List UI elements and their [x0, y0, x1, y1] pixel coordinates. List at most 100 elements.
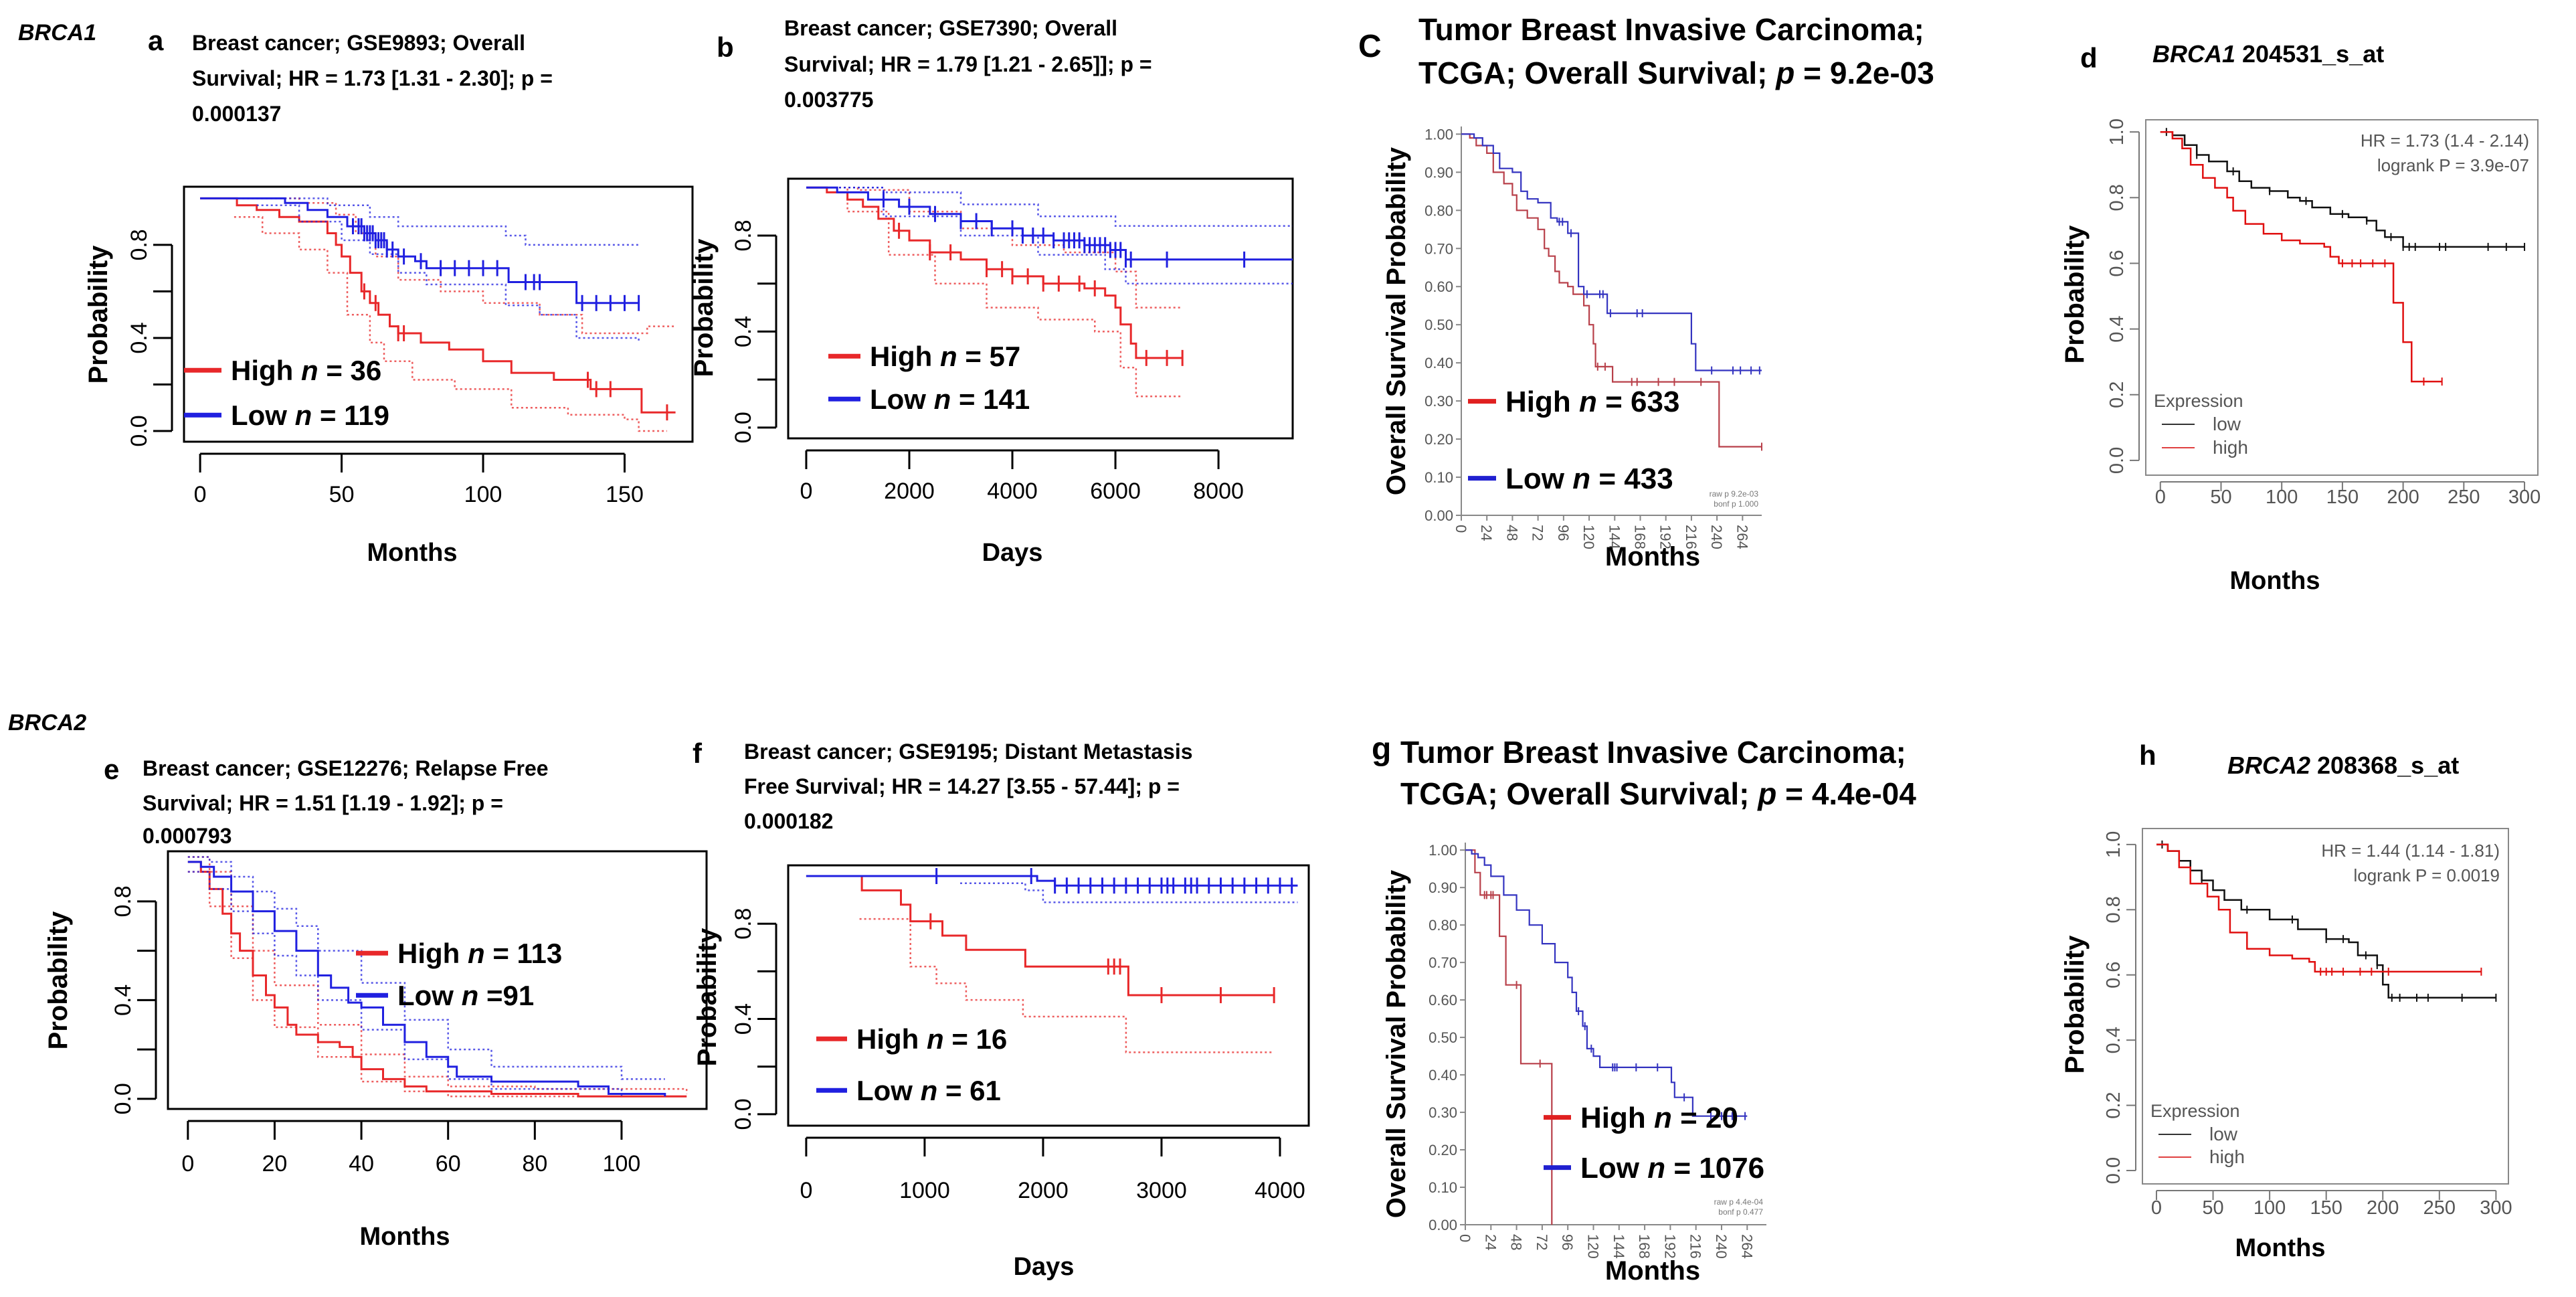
- y-tick-label: 0.20: [1429, 1142, 1457, 1158]
- title-segment: 204531_s_at: [2235, 40, 2384, 68]
- x-tick-label: 150: [606, 482, 644, 507]
- y-tick-label: 0.2: [2106, 381, 2128, 408]
- y-tick-label: 0.0: [731, 1098, 756, 1130]
- legend-label: Low n = 141: [870, 383, 1030, 415]
- legend-item-low: Low n = 141: [828, 383, 1030, 415]
- plot-frame: [787, 177, 1294, 440]
- legend-name: Low: [1580, 1152, 1640, 1185]
- title-segment: BRCA1: [2152, 40, 2235, 68]
- panel-f: f Breast cancer; GSE9195; Distant Metasta…: [693, 738, 1310, 1281]
- legend-name: Low: [870, 383, 926, 415]
- x-tick-label: 264: [1738, 1234, 1755, 1259]
- hr-annotation: HR = 1.44 (1.14 - 1.81): [2321, 841, 2500, 861]
- x-tick-label: 96: [1559, 1234, 1576, 1250]
- panel-letter: g: [1372, 731, 1391, 767]
- title-segment: Survival; HR = 1.79 [1.21 - 2.65]]; p =: [784, 52, 1152, 76]
- y-axis-label: Probability: [84, 245, 113, 383]
- legend-name: High: [1580, 1102, 1646, 1134]
- legend-item-high: High n = 16: [816, 1023, 1007, 1055]
- legend-value: = 1076: [1673, 1152, 1764, 1185]
- legend-value: = 433: [1598, 462, 1673, 495]
- legend-var: n: [1654, 1102, 1672, 1134]
- legend-label: high: [2213, 437, 2248, 458]
- x-tick-label: 168: [1631, 525, 1648, 549]
- panel-a: a Breast cancer; GSE9893; Overall Survival…: [84, 25, 694, 567]
- legend-item-low: Low n = 1076: [1544, 1152, 1764, 1185]
- panel-title-line: BRCA2 208368_s_at: [2227, 752, 2459, 779]
- panel-title-line: Breast cancer; GSE9195; Distant Metastas…: [744, 740, 1193, 764]
- legend-item-high: High n = 113: [356, 938, 562, 969]
- title-segment: Tumor Breast Invasive Carcinoma;: [1400, 735, 1906, 770]
- row-label-brca2: BRCA2: [8, 710, 86, 736]
- panel-letter: a: [148, 25, 164, 56]
- title-segment: 0.003775: [784, 88, 873, 112]
- legend-item-low: Low n = 61: [816, 1075, 1001, 1106]
- legend-label: Low n = 61: [856, 1075, 1001, 1106]
- series-low: [806, 868, 1298, 903]
- x-tick-label: 40: [349, 1151, 374, 1177]
- y-tick-label: 0.8: [2103, 896, 2124, 923]
- y-tick-label: 0.4: [731, 316, 756, 347]
- x-tick-label: 144: [1611, 1234, 1627, 1259]
- panel-e: e Breast cancer; GSE12276; Relapse Free Su…: [43, 754, 708, 1251]
- y-tick-label: 0.10: [1429, 1179, 1457, 1196]
- x-tick-label: 192: [1657, 525, 1674, 549]
- panel-letter: d: [2080, 42, 2098, 74]
- series-low: [200, 197, 640, 343]
- panel-title-line: Survival; HR = 1.51 [1.19 - 1.92]; p =: [143, 791, 503, 815]
- title-segment: Breast cancer; GSE7390; Overall: [784, 16, 1117, 40]
- legend-label: Low n = 1076: [1580, 1152, 1764, 1185]
- survival-curve: [200, 197, 676, 414]
- panel-d: d BRCA1 204531_s_at 0 50 100 150 200 250 300 0.0 0…: [2060, 40, 2541, 595]
- x-tick-label: 0: [2151, 1197, 2162, 1219]
- legend-label: Low n = 433: [1505, 462, 1673, 495]
- legend-var: n: [940, 341, 957, 372]
- legend-name: Low: [397, 980, 454, 1011]
- title-segment: = 4.4e-04: [1776, 776, 1916, 811]
- legend-name: High: [1505, 385, 1571, 418]
- x-axis-label: Months: [2235, 1234, 2325, 1262]
- legend-item-high: High n = 633: [1468, 385, 1679, 418]
- survival-curve: [806, 186, 1293, 261]
- y-axis-label: Probability: [43, 911, 73, 1049]
- legend-value: = 57: [965, 341, 1020, 372]
- confidence-band-lower: [960, 882, 1298, 903]
- legend-item-low: Low n = 119: [184, 400, 389, 431]
- legend-value: = 119: [320, 400, 389, 431]
- legend-var: n: [295, 400, 312, 431]
- legend-value: = 113: [492, 938, 562, 969]
- x-tick-label: 150: [2310, 1197, 2342, 1219]
- pvalue-annotation: bonf p 0.477: [1718, 1207, 1763, 1217]
- x-tick-label: 250: [2448, 487, 2480, 508]
- plot-frame: [167, 850, 708, 1110]
- y-tick-label: 0.8: [731, 220, 756, 251]
- y-tick-label: 0.4: [110, 984, 136, 1016]
- legend-value: = 20: [1680, 1102, 1738, 1134]
- legend-label: Low n = 119: [231, 400, 389, 431]
- x-axis-label: Months: [367, 539, 457, 567]
- x-tick-label: 0: [181, 1151, 194, 1177]
- x-tick-label: 0: [800, 479, 812, 504]
- y-tick-label: 0.10: [1424, 469, 1453, 486]
- y-tick-label: 1.0: [2106, 118, 2128, 145]
- title-segment: Tumor Breast Invasive Carcinoma;: [1418, 12, 1924, 47]
- series-low: [1465, 849, 1748, 1120]
- panel-title-line: Tumor Breast Invasive Carcinoma;: [1400, 735, 1906, 770]
- y-tick-label: 0.0: [2106, 447, 2128, 474]
- x-tick-label: 48: [1503, 525, 1520, 541]
- panel-title-line: Free Survival; HR = 14.27 [3.55 - 57.44]…: [744, 774, 1180, 798]
- x-tick-label: 216: [1683, 525, 1699, 549]
- x-tick-label: 1000: [899, 1178, 950, 1203]
- series-high: [806, 875, 1275, 1053]
- panel-title-line: Breast cancer; GSE7390; Overall: [784, 16, 1117, 40]
- y-tick-label: 1.0: [2103, 831, 2124, 858]
- legend-name: High: [231, 355, 293, 386]
- x-tick-label: 216: [1687, 1234, 1704, 1259]
- pvalue-annotation: raw p 9.2e-03: [1710, 489, 1759, 499]
- y-tick-label: 0.40: [1424, 355, 1453, 371]
- legend-var: n: [301, 355, 318, 386]
- x-tick-label: 20: [262, 1151, 288, 1177]
- survival-curve: [1465, 849, 1553, 1225]
- y-axis-label: Probability: [689, 238, 719, 377]
